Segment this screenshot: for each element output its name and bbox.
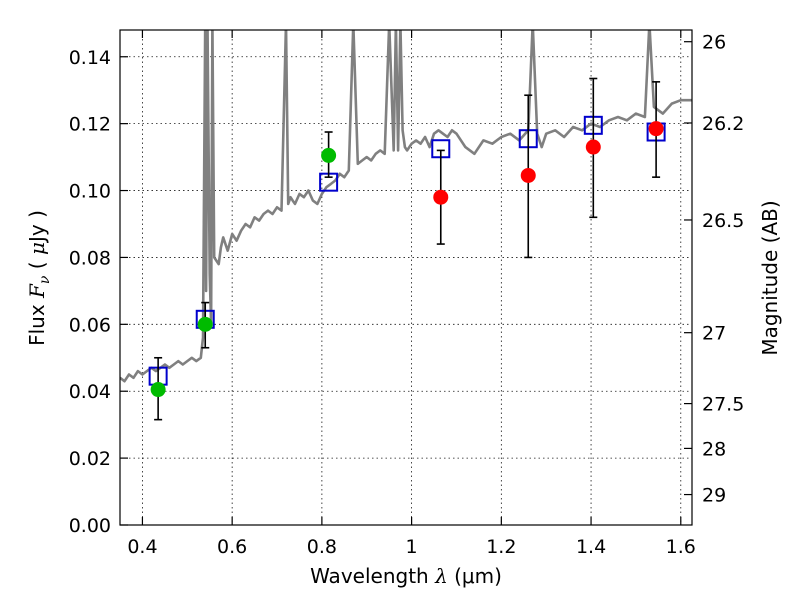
y2-axis-label: Magnitude (AB) (758, 200, 782, 355)
y2-tick-label: 26.5 (702, 210, 744, 232)
x-tick-label: 1 (406, 536, 418, 558)
plot-area (120, 30, 692, 421)
axis-ticks (120, 30, 692, 526)
x-tick-label: 1.4 (576, 536, 606, 558)
y-tick-label: 0.00 (69, 515, 111, 537)
y-tick-label: 0.14 (69, 47, 111, 69)
y2-tick-label: 26.2 (702, 113, 744, 135)
observed-point (150, 382, 166, 398)
y-tick-label: 0.12 (69, 114, 111, 136)
x-axis-label: Wavelength λ (μm) (310, 564, 502, 588)
y2-tick-label: 28 (702, 438, 726, 460)
observed-point (197, 316, 213, 332)
x-tick-label: 1.6 (666, 536, 696, 558)
y2-tick-label: 27 (702, 323, 726, 345)
x-tick-label: 0.6 (217, 536, 247, 558)
observed-point (321, 147, 337, 163)
y-tick-label: 0.10 (69, 181, 111, 203)
y-tick-label: 0.02 (69, 448, 111, 470)
observed-point (585, 139, 601, 155)
x-tick-label: 0.8 (307, 536, 337, 558)
observed-point (433, 189, 449, 205)
y-tick-label: 0.08 (69, 247, 111, 269)
y-tick-label: 0.04 (69, 381, 111, 403)
observed-point (648, 121, 664, 137)
y2-tick-label: 26 (702, 32, 726, 54)
y2-tick-label: 29 (702, 485, 726, 507)
observed-point (520, 167, 536, 183)
y2-tick-label: 27.5 (702, 394, 744, 416)
x-tick-label: 0.4 (127, 536, 157, 558)
data-markers (148, 77, 666, 421)
plot-frame (119, 29, 693, 526)
y-axis-label: Flux Fν ( μJy ) (25, 210, 53, 346)
model-spectrum-line (120, 30, 692, 383)
x-tick-label: 1.2 (486, 536, 516, 558)
tick-labels: 0.4 0.6 0.8 1 1.2 1.4 1.6 0.00 0.02 0.04 0.06 0.08 0… (69, 32, 745, 558)
y-tick-label: 0.06 (69, 314, 111, 336)
